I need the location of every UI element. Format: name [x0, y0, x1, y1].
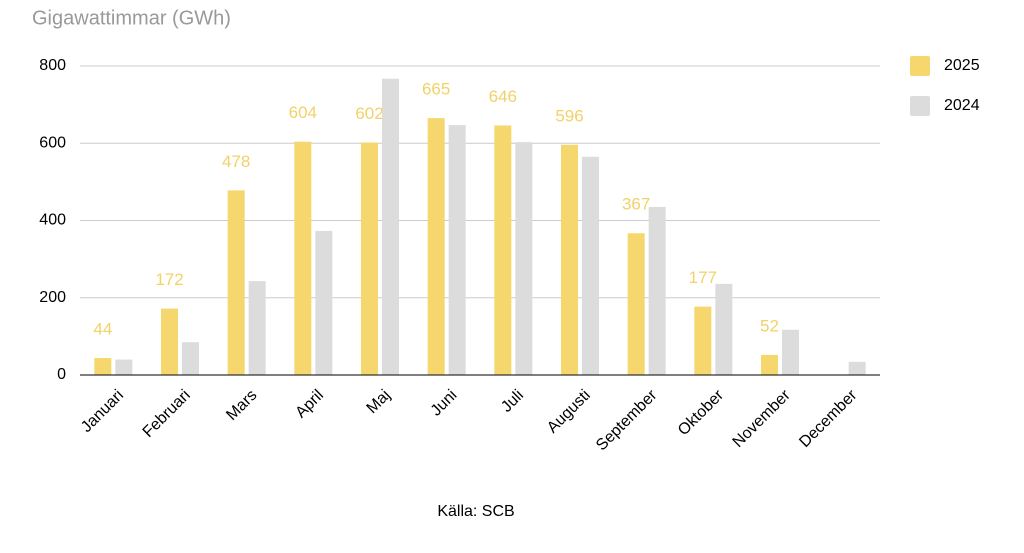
bar — [694, 306, 712, 375]
x-tick-label: Juni — [428, 387, 461, 420]
x-tick-label: Juli — [498, 387, 527, 416]
bar — [582, 156, 599, 375]
x-tick-label: Maj — [364, 387, 394, 417]
x-tick-label: Oktober — [675, 386, 728, 439]
bar — [427, 118, 445, 376]
y-tick-label: 400 — [39, 212, 66, 229]
x-tick-label: November — [730, 386, 795, 451]
legend-swatch — [910, 56, 930, 76]
data-label: 596 — [555, 106, 583, 125]
bar — [494, 125, 512, 375]
x-tick-label: Februari — [140, 387, 194, 441]
chart-title: Gigawattimmar (GWh) — [32, 7, 231, 29]
source-note: Källa: SCB — [437, 503, 514, 520]
data-label: 367 — [622, 195, 650, 214]
data-label: 172 — [155, 270, 183, 289]
data-label: 602 — [355, 104, 383, 123]
data-label: 52 — [760, 316, 779, 335]
bar — [161, 308, 178, 375]
data-label: 646 — [489, 87, 517, 106]
data-label: 665 — [422, 80, 450, 99]
data-label: 478 — [222, 152, 250, 171]
data-label: 44 — [93, 319, 112, 338]
bar — [648, 206, 666, 375]
y-tick-label: 600 — [39, 134, 66, 151]
bar — [382, 78, 399, 375]
bar — [561, 144, 578, 375]
legend-swatch — [910, 96, 930, 116]
x-tick-label: April — [292, 387, 327, 422]
bar — [782, 329, 799, 375]
y-tick-label: 0 — [57, 366, 66, 383]
bar — [848, 361, 866, 375]
bar — [315, 230, 333, 375]
bar — [627, 233, 645, 375]
x-tick-label: September — [593, 386, 661, 454]
data-label: 177 — [689, 268, 717, 287]
bar — [715, 283, 733, 375]
data-label: 604 — [289, 103, 317, 122]
bar — [227, 190, 245, 375]
bar — [248, 281, 266, 375]
x-tick-label: Januari — [78, 387, 127, 436]
bar — [182, 342, 199, 375]
bar — [94, 358, 112, 375]
y-tick-label: 200 — [39, 289, 66, 306]
y-tick-label: 800 — [39, 57, 66, 74]
bar — [761, 354, 778, 375]
bar — [115, 359, 133, 375]
legend-label: 2024 — [944, 97, 980, 114]
bar — [294, 141, 312, 375]
x-tick-label: Mars — [223, 387, 260, 424]
bar — [448, 125, 466, 375]
x-tick-label: Augusti — [544, 387, 594, 437]
bar — [361, 142, 378, 375]
x-tick-label: December — [796, 386, 861, 451]
bar — [515, 142, 533, 375]
legend-label: 2025 — [944, 57, 980, 74]
